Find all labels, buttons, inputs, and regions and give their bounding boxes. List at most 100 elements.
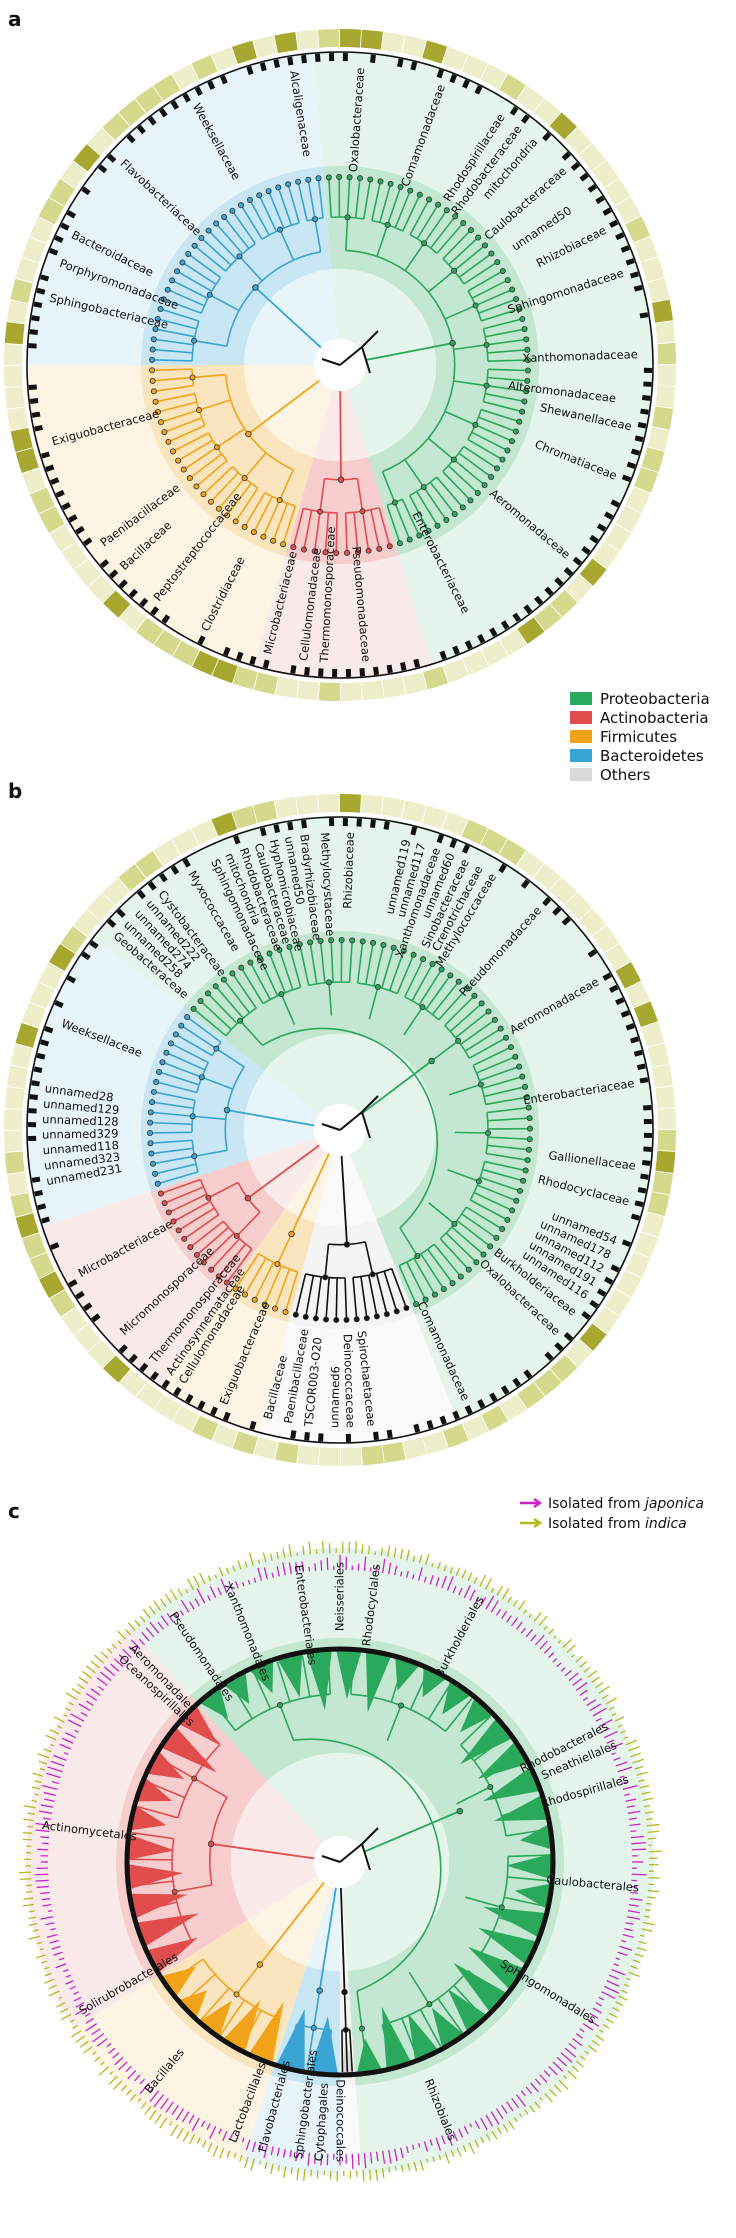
legend-label-actinobacteria: Actinobacteria <box>600 709 709 727</box>
abundance-ring-cell <box>655 1086 676 1109</box>
tree-leaf-node <box>390 944 397 951</box>
japonica-bar <box>480 2117 488 2131</box>
tree-branch <box>394 502 411 540</box>
indica-bar <box>523 1609 528 1614</box>
indica-bar <box>614 1716 625 1722</box>
abundance-ring-cell <box>29 982 55 1009</box>
abundance-ring-cell <box>73 559 101 587</box>
japonica-bar <box>288 1562 292 1575</box>
indica-bar <box>182 2131 190 2142</box>
tree-leaf-node <box>443 207 450 214</box>
presence-tick <box>520 114 530 124</box>
indica-bar <box>79 2040 89 2048</box>
indica-bar <box>507 1596 512 1603</box>
tree-leaf-node <box>159 1059 166 1066</box>
tree-leaf-node <box>311 548 318 555</box>
indica-bar <box>142 1608 151 1619</box>
tree-branch <box>200 237 232 266</box>
tree-leaf-node <box>213 220 220 227</box>
indica-bar <box>484 1577 493 1590</box>
legend-item-actinobacteria: Actinobacteria <box>570 709 709 727</box>
clade-label: unnamed129 <box>43 1097 120 1118</box>
tree-branch <box>131 1880 174 1887</box>
indica-bar <box>646 1902 653 1905</box>
clade-label: unnamed128 <box>42 1112 119 1129</box>
indica-bar <box>591 1676 600 1684</box>
abundance-ring-cell <box>318 794 340 813</box>
tree-leaf-node <box>525 1104 532 1111</box>
indica-bar <box>148 1605 156 1615</box>
presence-tick <box>542 896 552 907</box>
indica-bar <box>154 2113 162 2124</box>
tree-branch <box>240 204 263 240</box>
japonica-bar <box>65 1980 74 1985</box>
tree-leaf-node <box>193 483 200 490</box>
presence-tick <box>386 664 393 674</box>
tree-leaf-node <box>422 1296 429 1303</box>
japonica-bar <box>47 1766 63 1773</box>
tree-branch <box>458 252 492 278</box>
japonica-bar <box>236 2135 239 2140</box>
indica-bar <box>26 1825 34 1828</box>
japonica-bar <box>96 2038 108 2047</box>
tree-internal-node <box>419 1004 426 1011</box>
abundance-ring-cell <box>119 1369 147 1397</box>
tree-leaf-node <box>493 1234 500 1241</box>
indica-bar <box>628 1745 640 1752</box>
abundance-ring-cell <box>232 666 258 690</box>
japonica-bar <box>209 1586 217 1599</box>
indica-bar <box>23 1897 34 1900</box>
indica-bar <box>31 1799 38 1803</box>
japonica-bar <box>228 1581 234 1591</box>
japonica-bar <box>429 1575 434 1585</box>
tree-internal-node <box>414 1253 421 1260</box>
indica-bar <box>43 1966 50 1970</box>
japonica-bar <box>80 1711 88 1717</box>
isolation-source-legend: Isolated from japonica Isolated from ind… <box>520 1496 704 1532</box>
tree-branch <box>306 2027 315 2070</box>
tree-leaf-node <box>261 1301 268 1308</box>
abundance-ring-cell <box>253 35 278 58</box>
presence-tick <box>304 666 310 676</box>
indica-bar <box>262 1552 267 1563</box>
indica-bar <box>602 2023 610 2029</box>
tree-leaf-node <box>493 465 500 472</box>
japonica-bar <box>188 2114 195 2124</box>
abundance-ring-cell <box>592 541 620 569</box>
indica-bar <box>120 2084 127 2092</box>
presence-tick <box>449 73 458 84</box>
japonica-bar <box>463 2125 469 2135</box>
abundance-ring-cell <box>442 811 468 836</box>
tree-leaf-node <box>165 1209 172 1216</box>
abundance-ring-cell <box>422 805 448 829</box>
japonica-bar <box>543 1646 552 1654</box>
collapsed-clade <box>515 1883 551 1909</box>
indica-bar <box>623 1983 630 1988</box>
indica-bar <box>269 1553 273 1561</box>
japonica-bar <box>245 2139 251 2151</box>
japonica-bar <box>175 2108 185 2121</box>
japonica-bar <box>222 2130 228 2142</box>
tree-leaf-node <box>221 213 228 220</box>
japonica-bar <box>621 1781 627 1785</box>
tree-branch <box>487 1136 530 1140</box>
indica-bar <box>32 1786 40 1790</box>
indica-bar <box>632 1959 641 1964</box>
tree-leaf-node <box>359 938 366 945</box>
tree-branch <box>487 368 528 372</box>
japonica-bar <box>118 1654 128 1663</box>
abundance-ring-cell <box>38 197 65 225</box>
japonica-bar <box>65 1974 72 1978</box>
indica-bar <box>94 2056 101 2062</box>
tree-leaf-node <box>523 336 530 343</box>
tree-leaf-node <box>322 549 329 556</box>
tree-leaf-node <box>150 388 157 395</box>
indica-bar <box>302 1545 305 1556</box>
tree-branch <box>475 424 513 442</box>
indica-bar <box>361 1544 364 1554</box>
tree-leaf-node <box>507 1044 514 1051</box>
indica-bar <box>90 1660 100 1669</box>
tree-internal-node <box>252 284 259 291</box>
tree-leaf-node <box>465 1266 472 1273</box>
presence-tick <box>370 819 376 829</box>
